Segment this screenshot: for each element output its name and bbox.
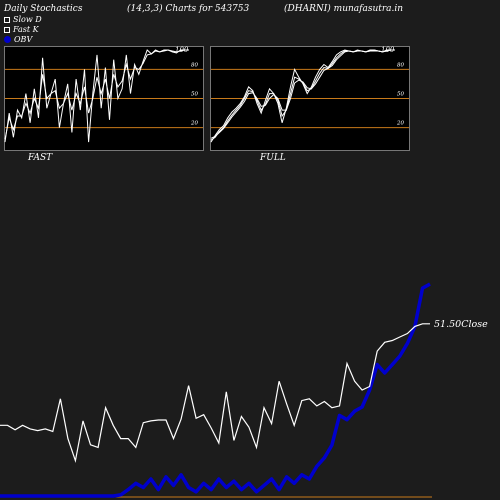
slow-d-swatch-icon xyxy=(4,16,10,23)
fast-tick-80: 80 xyxy=(191,62,198,68)
fast-series-1 xyxy=(4,49,189,140)
legend-obv: OBV xyxy=(4,35,32,44)
full-tick-50: 50 xyxy=(397,92,404,98)
full-tick-20: 20 xyxy=(396,121,404,127)
chart-title: Daily Stochastics xyxy=(4,4,83,14)
site-label: (DHARNI) munafasutra.in xyxy=(284,4,404,14)
price-line xyxy=(0,323,430,464)
fast-k-swatch-icon xyxy=(4,26,10,33)
full-panel-title: FULL xyxy=(260,153,286,163)
fast-tick-100: 100 xyxy=(175,46,189,54)
fast-tick-50: 50 xyxy=(191,92,198,98)
fast-panel-title: FAST xyxy=(28,153,53,163)
full-tick-80: 80 xyxy=(397,62,404,68)
obv-swatch-icon xyxy=(4,36,11,43)
legend-slow-d-label: Slow D xyxy=(13,15,42,24)
legend-fast-k-label: Fast K xyxy=(13,25,39,34)
fast-stochastic-panel: 100 80 50 20 xyxy=(4,46,204,151)
full-series-2 xyxy=(210,49,395,139)
close-label: 51.50Close xyxy=(434,319,488,330)
obv-line xyxy=(0,282,431,498)
full-tick-100: 100 xyxy=(381,46,395,54)
legend-obv-label: OBV xyxy=(14,35,33,44)
chart-params: (14,3,3) Charts for 543753 xyxy=(127,4,250,14)
legend-fast-k: Fast K xyxy=(4,25,39,34)
legend-slow-d: Slow D xyxy=(4,15,42,24)
fast-tick-20: 20 xyxy=(190,121,198,127)
price-obv-chart: 51.50Close xyxy=(0,282,488,498)
full-stochastic-panel: 100 80 50 20 xyxy=(210,46,410,151)
